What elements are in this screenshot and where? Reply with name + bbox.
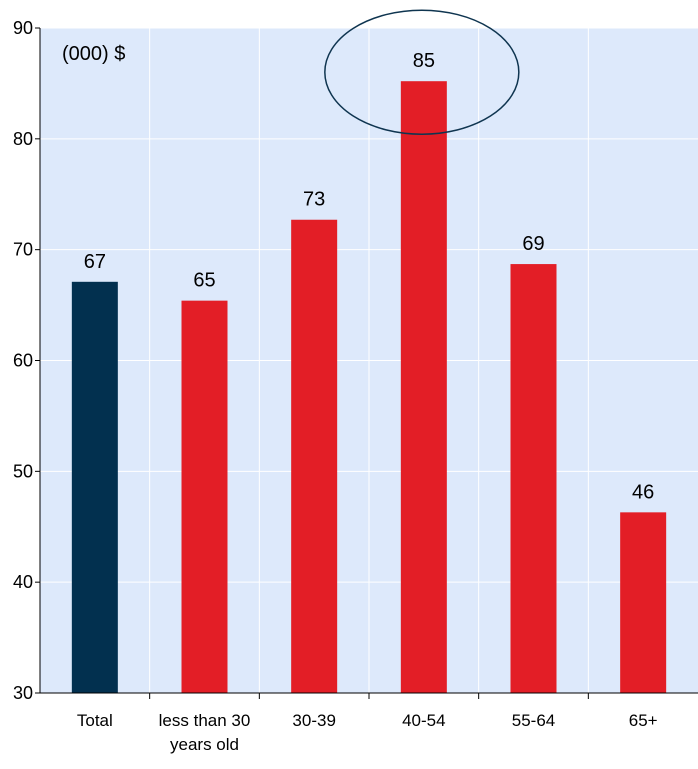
x-axis-ticks (149, 693, 589, 699)
category-label: 55-64 (512, 711, 555, 730)
category-label: less than 30 years old (159, 711, 251, 754)
bar-category (620, 512, 667, 693)
y-tick-label: 50 (13, 461, 33, 481)
category-label-line: years old (170, 735, 239, 754)
category-label-line: less than 30 (159, 711, 251, 730)
category-label-line: 55-64 (512, 711, 555, 730)
y-axis-ticks: 30 40 50 60 70 80 90 (13, 18, 40, 703)
bar-category (291, 219, 338, 693)
category-label: 65+ (629, 711, 658, 730)
bars (71, 81, 667, 693)
y-tick-label: 70 (13, 240, 33, 260)
data-label: 69 (522, 233, 544, 255)
category-label: 30-39 (292, 711, 335, 730)
gridlines (40, 27, 698, 693)
y-tick-label: 80 (13, 129, 33, 149)
unit-label: (000) $ (62, 43, 125, 65)
category-label-line: 65+ (629, 711, 658, 730)
data-label: 67 (84, 251, 106, 273)
highlight-ring (324, 9, 520, 135)
category-label-line: 40-54 (402, 711, 445, 730)
category-label-line: 30-39 (292, 711, 335, 730)
data-label: 73 (303, 189, 325, 211)
y-tick-label: 30 (13, 683, 33, 703)
bar-category (510, 264, 557, 693)
data-label: 46 (632, 481, 654, 503)
y-tick-label: 90 (13, 18, 33, 38)
data-label: 65 (193, 270, 215, 292)
bar-category (400, 81, 447, 693)
bar-category (181, 300, 228, 693)
category-label-line: Total (77, 711, 113, 730)
category-label: 40-54 (402, 711, 445, 730)
category-label: Total (77, 711, 113, 730)
y-tick-label: 60 (13, 351, 33, 371)
data-label: 85 (413, 50, 435, 72)
category-labels: Total less than 30 years old 30-39 40-54 55-6… (77, 711, 658, 754)
bar-total (71, 281, 118, 693)
y-tick-label: 40 (13, 572, 33, 592)
data-labels: 67 65 73 85 69 46 (84, 50, 655, 503)
